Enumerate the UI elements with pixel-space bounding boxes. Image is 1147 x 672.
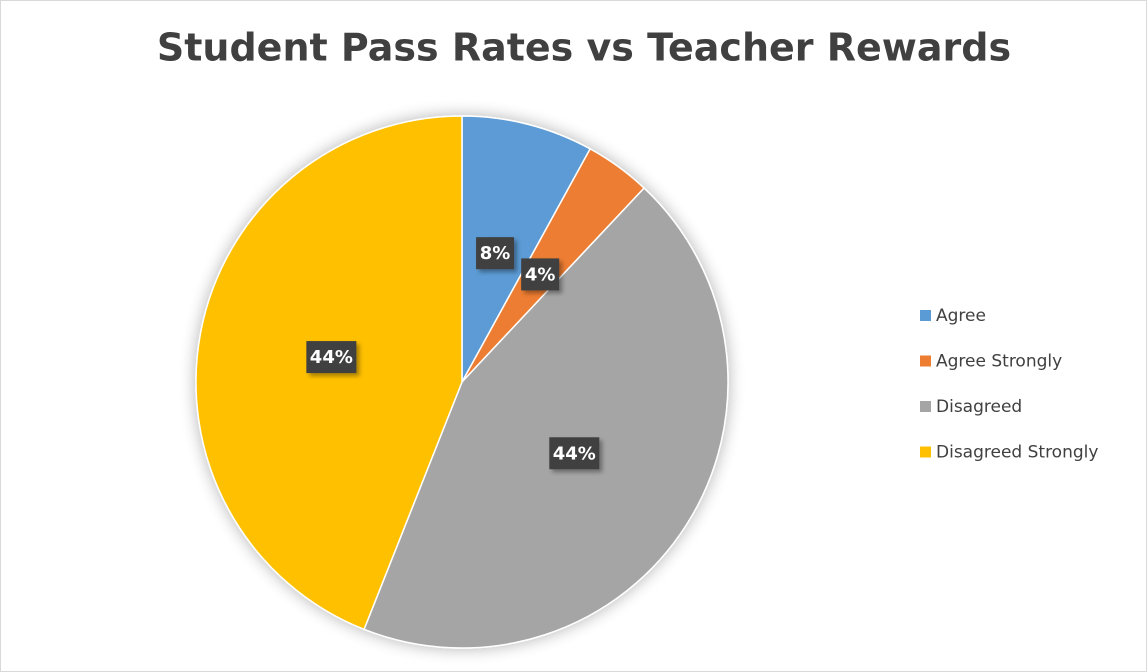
pie [195, 115, 729, 649]
data-label-box [476, 237, 515, 270]
legend-label: Disagreed Strongly [936, 443, 1098, 463]
data-label-box [306, 341, 357, 374]
data-label-box [521, 258, 560, 291]
pie-slice [461, 115, 592, 383]
data-label: 8% [480, 243, 511, 264]
legend-label: Disagreed [936, 397, 1022, 417]
data-label-box [549, 437, 600, 470]
legend-swatch [920, 355, 931, 367]
pie-slice [363, 187, 729, 649]
legend-label: Agree [936, 306, 986, 326]
data-label: 4% [525, 264, 556, 285]
chart-title: Student Pass Rates vs Teacher Rewards [157, 26, 1011, 70]
legend-swatch [920, 446, 931, 458]
legend-swatch [920, 401, 931, 412]
data-label: 44% [310, 347, 353, 368]
data-label: 44% [553, 443, 596, 464]
legend-label: Agree Strongly [936, 352, 1062, 372]
legend-swatch [920, 310, 931, 321]
